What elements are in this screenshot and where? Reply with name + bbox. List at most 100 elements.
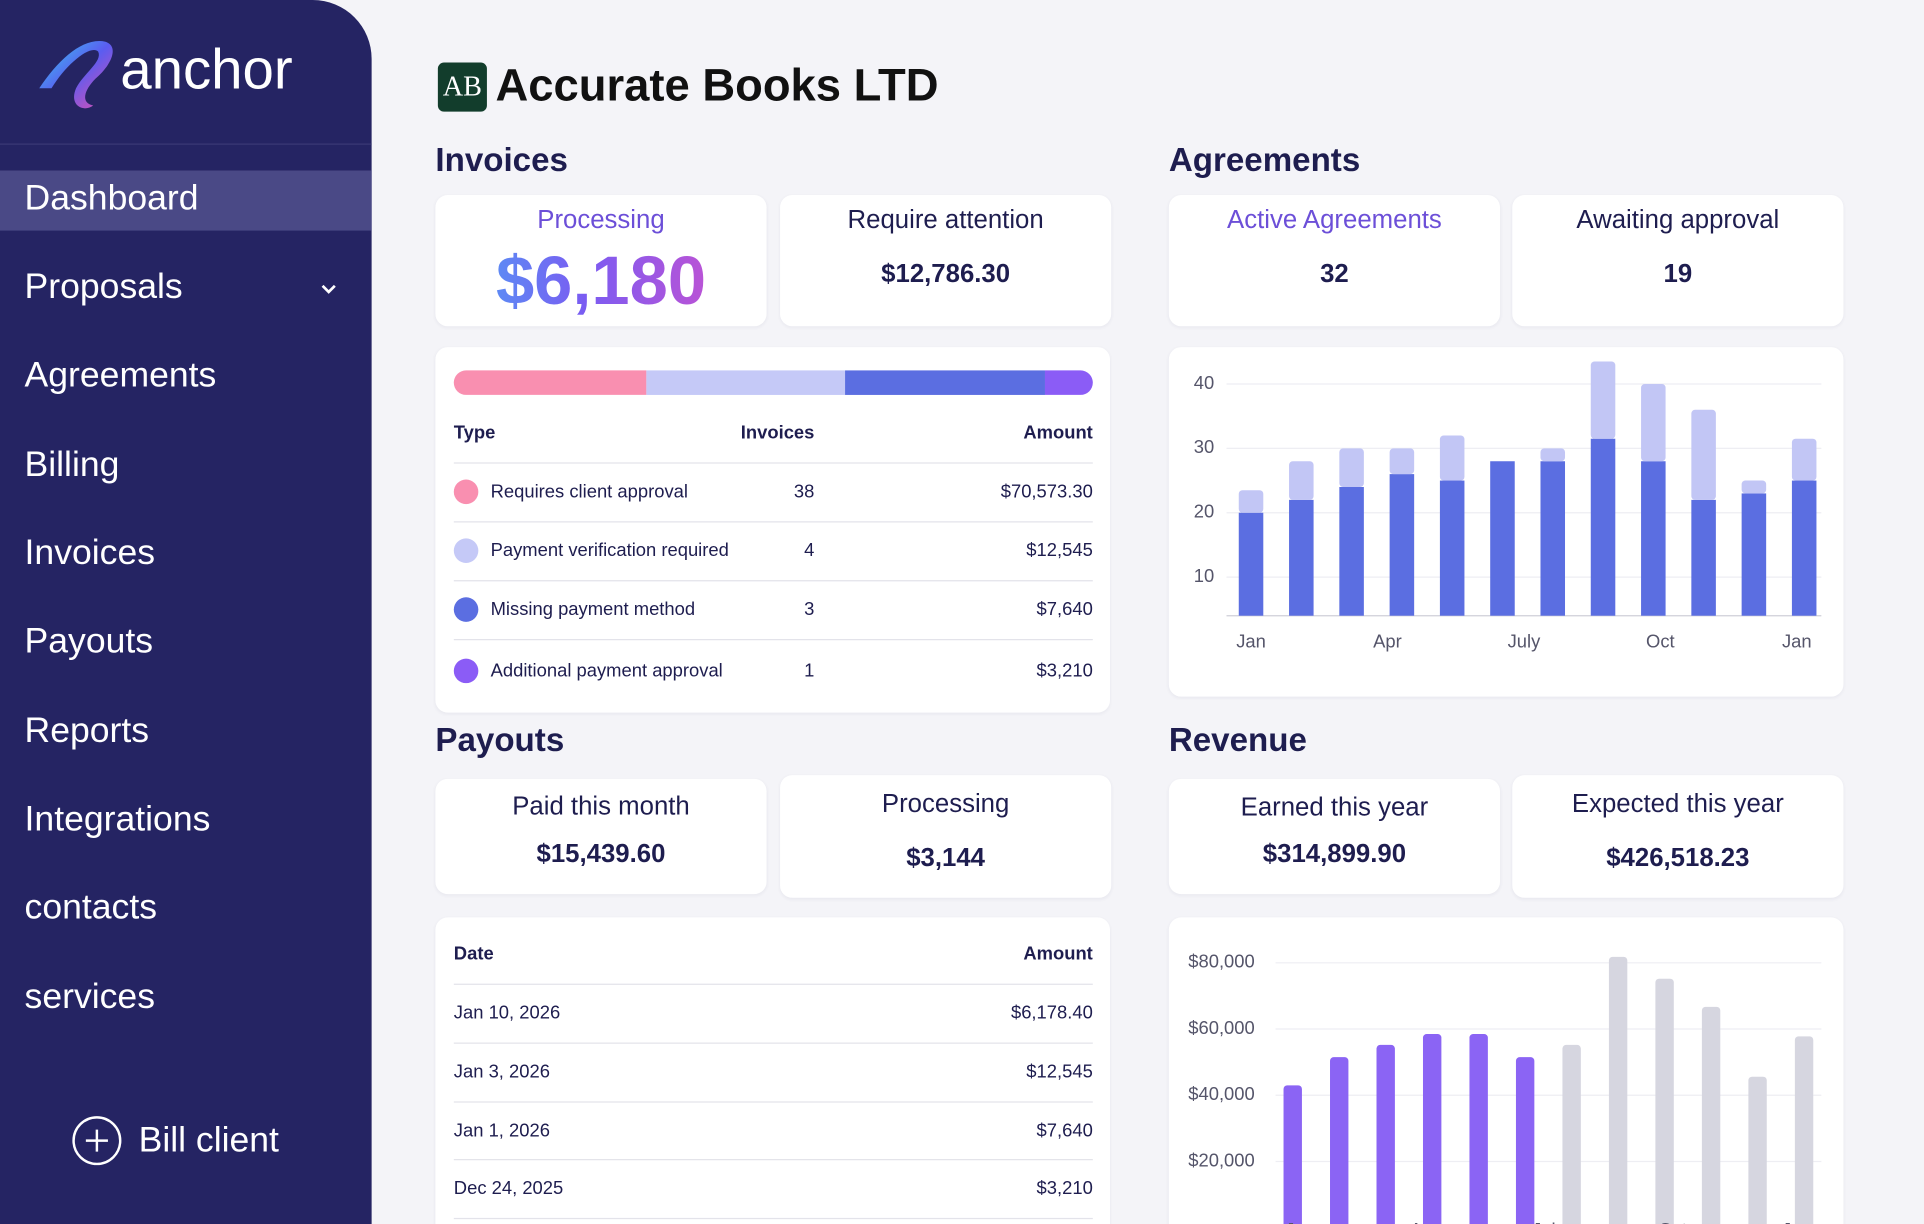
bar [1655, 978, 1674, 1224]
x-tick-label: July [1532, 1219, 1565, 1224]
amount-cell: $7,640 [1036, 599, 1093, 620]
bar-segment [1339, 486, 1364, 616]
nav-item[interactable]: Agreements [24, 355, 217, 395]
nav-item[interactable]: Reports [24, 711, 150, 751]
row-divider [453, 521, 1093, 523]
bar-segment [1590, 361, 1616, 439]
bar-segment [1389, 474, 1415, 616]
chart-card [1168, 917, 1844, 1224]
type-cell: Payment verification required [490, 540, 729, 562]
plus-icon[interactable] [71, 1115, 125, 1169]
bar-segment [1691, 409, 1716, 500]
date-cell: Jan 1, 2026 [453, 1120, 550, 1142]
amount-cell: $12,545 [1026, 540, 1093, 562]
y-tick-label: 30 [1194, 436, 1214, 457]
stat-card: Paid this month $15,439.60 [435, 778, 767, 895]
column-header: Type [453, 422, 496, 444]
company-title: Accurate Books LTD [495, 60, 939, 111]
row-divider [453, 1159, 1093, 1161]
type-cell: Missing payment method [490, 599, 696, 620]
section-heading: Payouts [435, 721, 565, 759]
bar [1608, 956, 1628, 1224]
count-cell: 38 [793, 481, 815, 503]
stat-card: Earned this year $314,899.90 [1168, 778, 1501, 895]
bar-segment [1691, 499, 1716, 616]
stat-card: Require attention $12,786.30 [780, 195, 1112, 327]
date-cell: Dec 24, 2025 [453, 1178, 564, 1199]
amount-cell: $3,210 [1036, 660, 1093, 682]
bar-segment [1741, 493, 1767, 616]
bar-segment [1791, 438, 1817, 481]
row-divider [453, 462, 1093, 464]
nav-item[interactable]: Payouts [24, 621, 154, 662]
payout-table: Date Amount Jan 10, 2026 $6,178.40 Jan 3, 20… [435, 917, 1110, 1224]
stat-label: Processing [537, 206, 665, 235]
row-divider [453, 983, 1093, 985]
y-tick-label: $80,000 [1188, 951, 1254, 972]
nav-item[interactable]: Dashboard [24, 179, 199, 219]
amount-cell: $6,178.40 [1010, 1002, 1093, 1024]
y-tick-label: 40 [1194, 372, 1214, 393]
divider [0, 143, 372, 145]
nav-item[interactable]: services [24, 977, 155, 1017]
stat-label: Expected this year [1571, 789, 1784, 819]
type-cell: Additional payment approval [490, 660, 723, 682]
logo-text: anchor [120, 36, 293, 101]
bar-segment [1238, 490, 1264, 513]
stat-value: $15,439.60 [536, 840, 666, 869]
x-tick-label: Apr [1410, 1219, 1439, 1224]
bar [1748, 1076, 1767, 1224]
stat-value: $6,180 [435, 242, 766, 320]
stat-card: Active Agreements 32 [1168, 195, 1501, 327]
invoice-table: Type Invoices Amount Requires client approv… [435, 347, 1110, 713]
column-header: Invoices [740, 422, 815, 444]
amount-cell: $3,210 [1036, 1178, 1093, 1199]
sidebar: anchor Dashboard Proposals Agreements Billi… [0, 0, 372, 1224]
stat-card: Processing $6,180 [435, 195, 767, 327]
x-tick-label: Jan [1285, 1219, 1315, 1224]
x-tick-label: July [1508, 631, 1541, 652]
nav-item[interactable]: Invoices [24, 533, 156, 573]
x-tick-label: Jan [1782, 631, 1812, 652]
bar-segment [1590, 438, 1616, 616]
stat-card: Processing $3,144 [780, 775, 1112, 898]
x-tick-label: Oct [1658, 1219, 1687, 1224]
company-badge: AB [437, 62, 487, 112]
date-cell: Jan 3, 2026 [453, 1061, 550, 1083]
stat-label: Paid this month [512, 792, 690, 821]
stat-label: Awaiting approval [1576, 206, 1780, 235]
status-dot [453, 479, 479, 505]
row-divider [453, 1101, 1093, 1103]
row-divider [453, 1042, 1093, 1044]
x-tick-label: Oct [1646, 631, 1675, 652]
nav-item[interactable]: Integrations [24, 799, 211, 839]
stat-value: $426,518.23 [1606, 843, 1750, 873]
bill-client[interactable]: Bill client [138, 1121, 279, 1161]
type-cell: Requires client approval [490, 481, 688, 503]
nav-item[interactable]: Billing [24, 445, 120, 485]
nav-item[interactable]: contacts [24, 887, 157, 928]
status-dot [453, 658, 479, 684]
column-header: Amount [1023, 422, 1093, 444]
nav-item[interactable]: Proposals [24, 267, 183, 307]
section-heading: Invoices [435, 141, 568, 179]
column-header: Amount [1023, 943, 1093, 965]
y-tick-label: $20,000 [1188, 1149, 1254, 1170]
stat-value: 19 [1663, 260, 1693, 289]
y-tick-label: 20 [1194, 501, 1214, 522]
count-cell: 4 [804, 540, 815, 562]
bar [1330, 1057, 1349, 1224]
bar [1701, 1006, 1721, 1224]
y-tick-label: $40,000 [1188, 1083, 1254, 1104]
stat-value: $12,786.30 [881, 260, 1011, 289]
bar-segment [1289, 499, 1314, 616]
chevron [321, 284, 336, 294]
stat-card: Expected this year $426,518.23 [1512, 775, 1844, 898]
bar-segment [1791, 480, 1817, 616]
bar-segment [1238, 512, 1264, 616]
stat-label: Earned this year [1240, 793, 1429, 822]
bar-segment [1439, 480, 1465, 616]
bar-segment [1540, 461, 1566, 616]
